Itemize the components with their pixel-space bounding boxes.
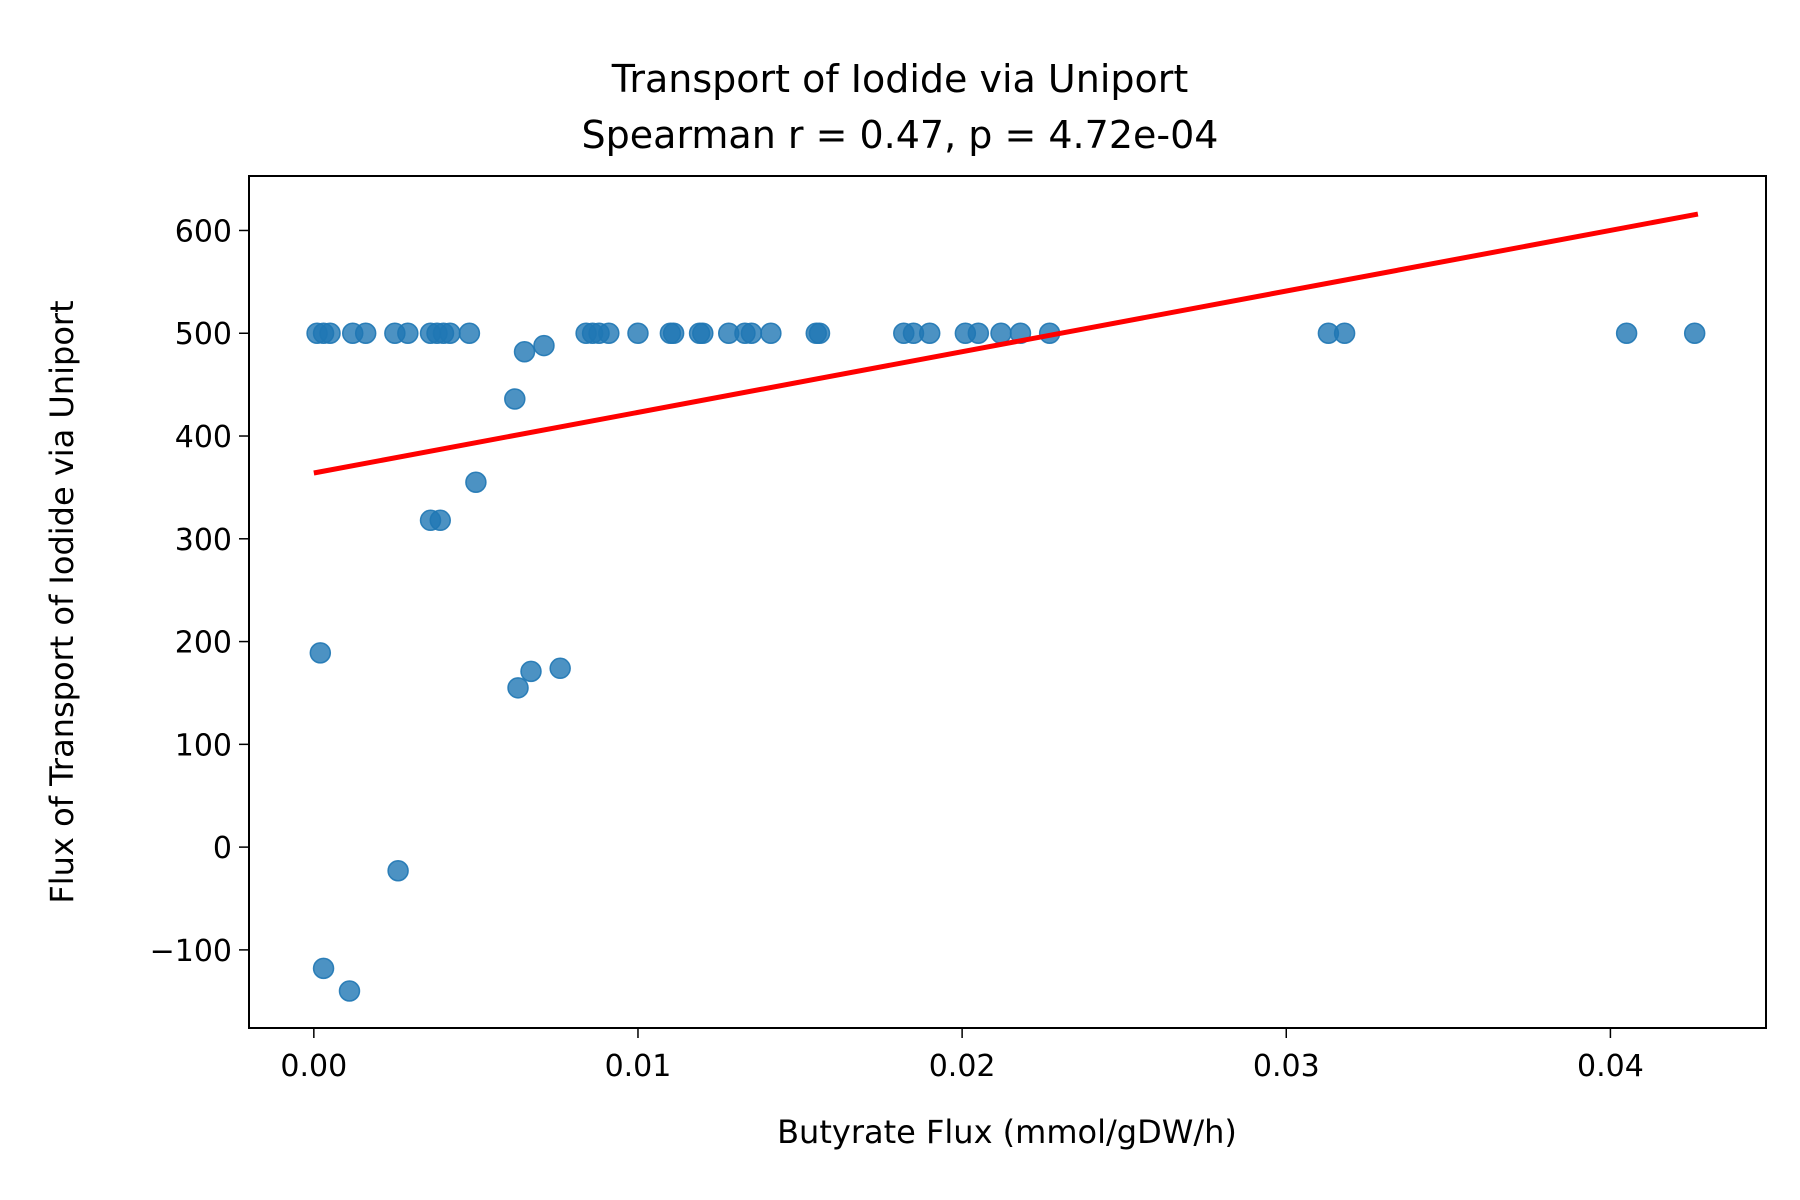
scatter-point (319, 322, 341, 344)
y-tick-label: 300 (175, 523, 232, 558)
scatter-point (504, 388, 526, 410)
x-tick-label: 0.02 (929, 1049, 996, 1084)
y-axis-label: Flux of Transport of Iodide via Uniport (43, 300, 81, 903)
scatter-point (458, 322, 481, 344)
scatter-point (387, 860, 409, 882)
scatter-point (967, 322, 990, 344)
regression-line (313, 211, 1699, 476)
scatter-point (740, 322, 763, 344)
scatter-point (533, 334, 555, 357)
x-axis: 0.00 0.01 0.02 0.03 0.04 (280, 1028, 1644, 1084)
x-axis-label: Butyrate Flux (mmol/gDW/h) (777, 1113, 1237, 1151)
scatter-point (354, 322, 377, 344)
plot-frame (248, 175, 1767, 1029)
x-tick-label: 0.01 (605, 1049, 672, 1084)
scatter-point (662, 322, 685, 344)
scatter-point (760, 322, 782, 344)
scatter-point (312, 957, 335, 980)
scatter-point (918, 322, 941, 344)
y-tick-label: 500 (175, 317, 232, 352)
y-tick-label: 400 (175, 420, 232, 455)
scatter-point (598, 322, 620, 344)
scatter-point (439, 322, 461, 344)
y-tick-label: 600 (175, 214, 232, 249)
chart-subtitle: Spearman r = 0.47, p = 4.72e-04 (582, 113, 1219, 157)
x-tick-label: 0.03 (1253, 1049, 1320, 1084)
y-tick-label: 200 (175, 626, 232, 661)
scatter-point (507, 677, 529, 699)
y-tick-label: 0 (213, 831, 232, 866)
y-axis: −100 0 100 200 300 400 500 600 (150, 214, 249, 969)
scatter-point (692, 322, 714, 344)
scatter-point (397, 322, 419, 344)
scatter-point (1683, 322, 1706, 344)
y-tick-label: −100 (150, 934, 232, 969)
scatter-point (627, 322, 649, 344)
x-tick-label: 0.00 (280, 1049, 347, 1084)
scatter-point (520, 660, 542, 683)
plot-area (306, 211, 1706, 1002)
y-tick-label: 100 (175, 728, 232, 763)
scatter-point (1333, 322, 1356, 344)
scatter-point (990, 322, 1012, 344)
scatter-point (309, 642, 332, 664)
chart-title: Transport of Iodide via Uniport (611, 57, 1189, 101)
scatter-point (429, 509, 451, 532)
scatter-point (549, 657, 571, 680)
x-tick-label: 0.04 (1577, 1049, 1644, 1084)
scatter-point (465, 471, 487, 494)
scatter-point (338, 980, 361, 1002)
scatter-point (513, 340, 536, 363)
scatter-point (1615, 322, 1638, 344)
scatter-point (808, 322, 831, 344)
